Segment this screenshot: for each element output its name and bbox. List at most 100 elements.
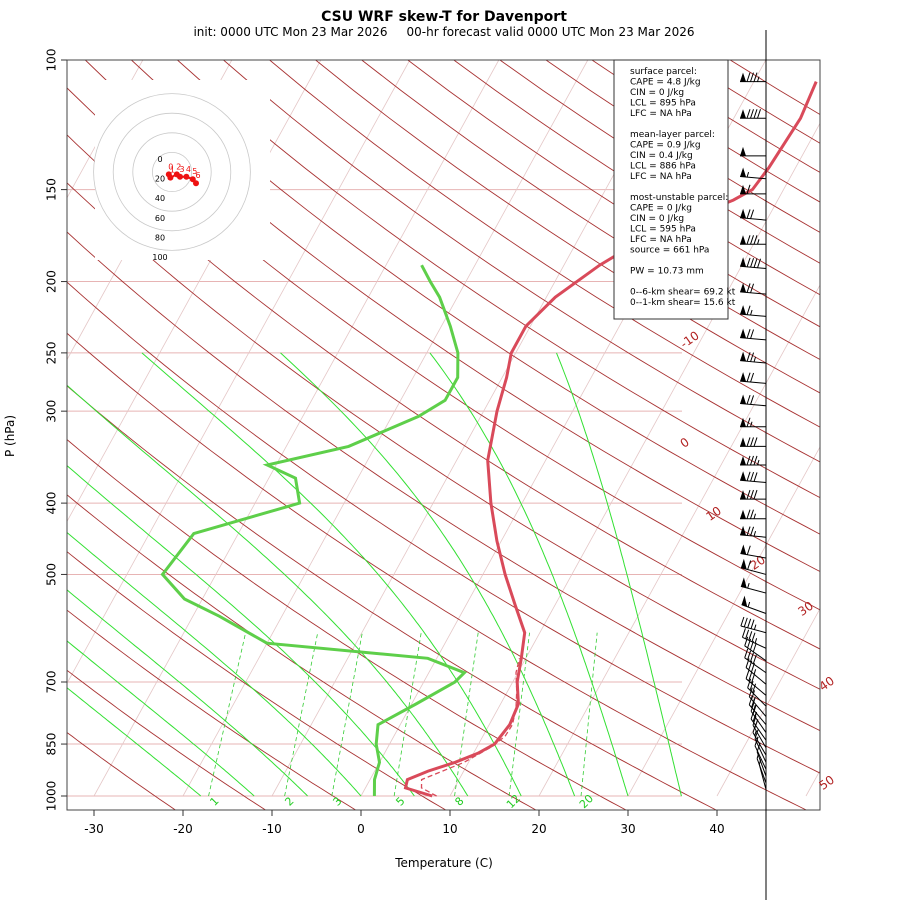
barb-half-flag [746,171,750,178]
barb-pennant [740,525,747,536]
hodograph-point-label: 1 [170,166,175,175]
indices-box-line: CAPE = 0.9 J/kg [630,141,701,151]
indices-box-line: CAPE = 0 J/kg [630,204,692,214]
barb-flag [750,489,754,500]
wind-barb [740,328,767,341]
barb-flag [746,184,751,194]
moist-adiabat [67,531,362,797]
barb-flag [748,671,753,682]
indices-box-frame [613,59,729,320]
barb-staff [740,479,767,483]
hodograph-ring-label: 20 [155,175,165,184]
isotherm-line [67,60,411,685]
hodograph-point [183,173,190,180]
mixing-ratio-line [580,632,598,797]
indices-box-line: CIN = 0 J/kg [630,88,684,98]
mixing-ratio-label: 1 [207,794,221,808]
barb-flag [746,455,751,466]
y-tick-label: 700 [44,671,58,694]
barb-half-flag [754,638,758,644]
barb-flag [753,472,758,482]
barb-staff [754,745,767,770]
barb-staff [756,751,767,777]
barb-flag [757,258,762,268]
dry-adiabat [67,439,627,810]
hodograph-point [177,173,183,180]
wind-barb [740,577,767,594]
barb-flag [744,648,749,658]
barb-half-flag [756,753,760,759]
x-tick-label: -20 [173,822,193,836]
barb-flag [749,640,754,651]
wind-barb [740,372,767,384]
hodograph-point [167,174,174,181]
indices-box-line: surface parcel: [630,67,697,77]
wind-barb [740,544,767,559]
wind-barbs [740,30,767,900]
barb-staff [742,636,767,649]
barb-staff [740,360,767,364]
barb-flag [749,652,754,662]
wind-barb [740,109,766,119]
indices-box-line: CIN = 0 J/kg [630,214,684,224]
dry-adiabat [67,231,820,732]
indices-box-line: LFC = NA hPa [630,109,692,119]
hodograph-ring-label: 40 [155,194,165,203]
dry-adiabat [67,669,267,810]
barb-pennant [740,490,746,500]
barb-flag [746,509,751,519]
barb-staff [745,667,767,685]
barb-flag [750,526,755,537]
wind-barb [744,636,767,662]
wind-barb [745,658,767,685]
wind-barb [740,351,767,364]
barb-staff [748,696,767,717]
barb-half-flag [757,76,760,82]
barb-pennant [740,394,747,405]
dry-adiabat [67,281,820,774]
barb-flag [753,258,758,268]
barb-flag [746,283,751,293]
barb-flag [750,709,755,720]
isotherm-label: 10 [703,504,724,524]
barb-flag [756,742,761,752]
barb-flag [746,257,751,268]
barb-flag [747,618,752,628]
barb-pennant [740,471,747,481]
barb-staff [756,758,767,784]
barb-half-flag [753,624,757,630]
wind-barb [740,146,766,157]
barb-flag [753,437,758,447]
barb-half-flag [750,309,753,316]
chart-title: CSU WRF skew-T for Davenport [321,9,567,25]
hodograph-ring [112,112,232,232]
x-tick-label: 30 [620,822,635,836]
y-tick-label: 850 [44,733,58,756]
barb-flag [744,636,749,646]
indices-box-line: LFC = NA hPa [630,235,692,245]
wind-barb [740,455,766,466]
barb-flag [747,650,752,660]
background-lines [67,60,820,810]
hodograph-ring-label: 100 [152,253,167,262]
barb-flag [750,471,755,482]
barb-pennant [740,146,746,156]
wind-barb [740,208,767,221]
barb-flag [745,669,750,679]
indices-box-line: CIN = 0.4 J/kg [630,151,693,161]
barb-staff [740,337,767,341]
hodograph-point-label: 6 [195,171,200,180]
hodograph-ring-label: 80 [155,233,165,242]
hodograph-ring [132,132,212,212]
barb-flag [751,632,756,642]
wind-barb [758,759,767,790]
moist-adiabat [67,687,202,797]
mixing-ratio-line [208,632,247,797]
moist-adiabat [141,352,522,797]
dewpoint-trace [160,264,468,797]
barb-flag [748,631,753,641]
barb-flag [754,736,759,746]
barb-flag [750,283,755,293]
indices-box-line: 0--1-km shear= 15.6 kt [630,298,736,308]
